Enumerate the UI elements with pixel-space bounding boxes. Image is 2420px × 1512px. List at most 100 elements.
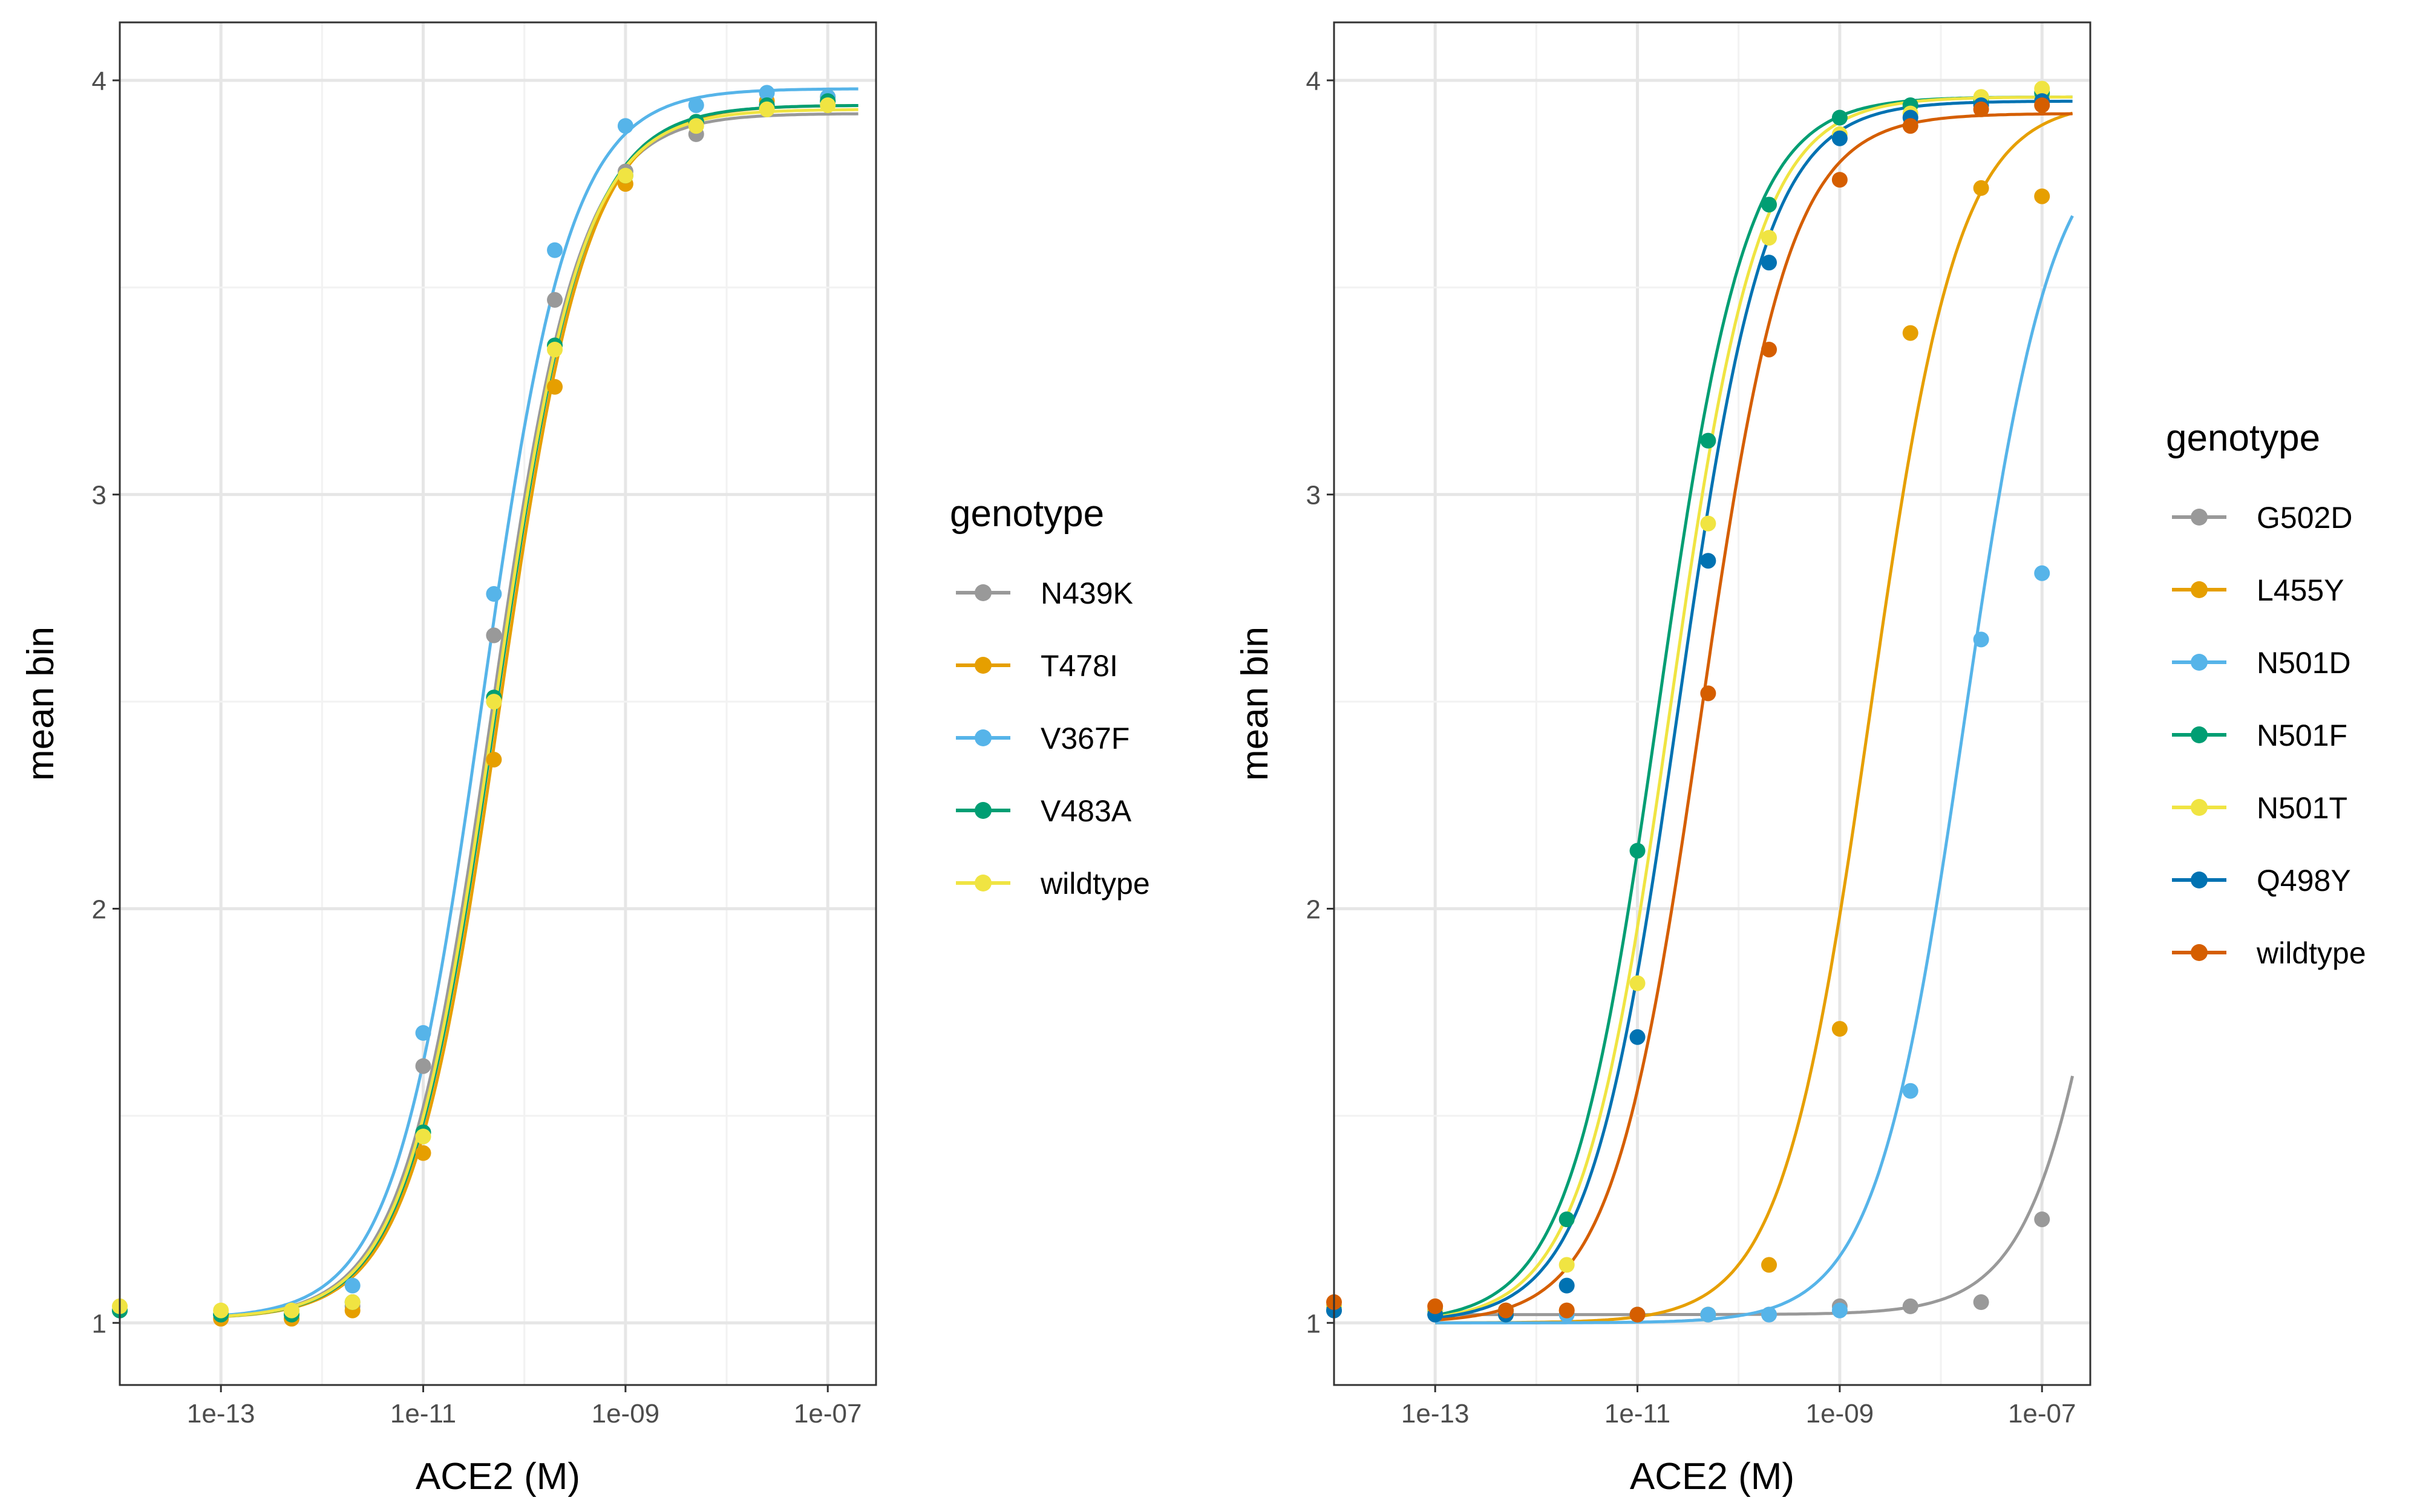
data-point-G502D (1902, 1298, 1918, 1314)
y-tick-label: 1 (1306, 1309, 1321, 1338)
x-tick-label: 1e-09 (1806, 1399, 1874, 1429)
legend-key-point (975, 802, 992, 819)
data-point-Q498Y (1629, 1029, 1646, 1045)
legend-item: Q498Y (2172, 864, 2351, 898)
data-point-N501T (1761, 230, 1777, 246)
legend-item: G502D (2172, 501, 2352, 535)
y-tick-label: 3 (92, 481, 106, 510)
data-point-V367F (415, 1025, 431, 1041)
legend-item: L455Y (2172, 573, 2344, 607)
legend-key-point (2191, 509, 2208, 526)
data-point-N501F (1831, 109, 1848, 126)
y-tick-label: 2 (92, 894, 106, 924)
data-point-Q498Y (1831, 130, 1848, 146)
legend-item: N501D (2172, 646, 2351, 680)
legend-key-point (2191, 872, 2208, 888)
legend-item: wildtype (956, 867, 1150, 901)
data-point-V367F (486, 586, 502, 602)
legend-label: wildtype (1040, 867, 1150, 901)
data-point-N501F (1629, 842, 1646, 859)
x-axis-title: ACE2 (M) (416, 1456, 580, 1497)
legend-title: genotype (2166, 417, 2320, 459)
x-tick-label: 1e-11 (390, 1399, 456, 1429)
data-point-N501D (1973, 631, 1989, 648)
data-point-N501T (1558, 1257, 1575, 1273)
legend-key-point (975, 657, 992, 674)
fit-curves (221, 87, 858, 1318)
legend-label: wildtype (2256, 936, 2366, 970)
legend: genotype N439K T478I V367F V483A wildtype (950, 493, 1150, 901)
legend-key-point (975, 875, 992, 891)
y-tick-label: 4 (92, 67, 106, 96)
data-point-N501T (1700, 515, 1716, 532)
legend-item: N439K (956, 576, 1133, 610)
data-point-V367F (547, 242, 563, 258)
x-tick-label: 1e-09 (592, 1399, 660, 1429)
data-point-Q498Y (1761, 255, 1777, 271)
legend-label: L455Y (2257, 573, 2344, 607)
data-point-wildtype (820, 97, 836, 113)
legend-item: V367F (956, 722, 1130, 755)
data-point-wildtype (547, 341, 563, 357)
data-point-wildtype (1973, 101, 1989, 117)
x-tick-label: 1e-11 (1604, 1399, 1670, 1429)
legend-key-point (2191, 654, 2208, 671)
data-point-wildtype (1629, 1306, 1646, 1323)
y-axis-title: mean bin (20, 627, 62, 781)
data-point-wildtype (1831, 172, 1848, 188)
legend-label: V367F (1041, 722, 1130, 755)
legend-key-point (2191, 581, 2208, 598)
x-axis-title: ACE2 (M) (1630, 1456, 1794, 1497)
legend: genotype G502D L455Y N501D N501F N501T Q498Y wi… (2166, 417, 2366, 970)
plot-border (1333, 21, 2091, 1386)
x-tick-label: 1e-07 (794, 1399, 862, 1429)
data-point-N501F (1558, 1211, 1575, 1228)
x-tick-label: 1e-13 (187, 1399, 255, 1429)
legend-key-point (2191, 799, 2208, 816)
y-tick-label: 1 (92, 1309, 106, 1338)
data-point-L455Y (2034, 188, 2050, 204)
data-point-G502D (1973, 1294, 1989, 1311)
legend-label: V483A (1041, 794, 1132, 828)
data-point-N439K (547, 292, 563, 308)
data-point-N501T (2034, 80, 2050, 97)
data-point-wildtype (688, 118, 704, 134)
data-point-T478I (415, 1145, 431, 1161)
data-point-wildtype (759, 101, 775, 117)
legend-key-point (2191, 944, 2208, 961)
data-point-N501F (1761, 197, 1777, 213)
x-tick-label: 1e-07 (2008, 1399, 2076, 1429)
legend-label: N439K (1041, 576, 1133, 610)
legend-key-point (975, 584, 992, 601)
y-tick-label: 3 (1306, 481, 1321, 510)
fit-curve-wildtype (221, 108, 858, 1318)
legend-label: Q498Y (2257, 864, 2351, 898)
data-point-wildtype (486, 694, 502, 710)
legend-label: T478I (1041, 649, 1118, 683)
legend-key-point (975, 729, 992, 746)
fit-curve-N501T (1434, 96, 2073, 1319)
data-point-wildtype (1761, 341, 1777, 357)
data-point-wildtype (213, 1302, 229, 1318)
data-point-V367F (688, 97, 704, 113)
legend-item: N501T (2172, 791, 2347, 825)
left-chart-panel: 1e-13 1e-11 1e-09 1e-07 1 2 3 4 ACE2 (M) mean bin… (20, 21, 1150, 1497)
legend-item: T478I (956, 649, 1118, 683)
data-point-N439K (486, 627, 502, 644)
data-point-N501T (1629, 975, 1646, 991)
data-point-V367F (344, 1277, 361, 1294)
y-axis-title: mean bin (1234, 627, 1276, 781)
data-points (112, 85, 836, 1327)
data-point-L455Y (1902, 325, 1918, 341)
data-point-V367F (759, 85, 775, 101)
plot-border (119, 21, 877, 1386)
y-tick-label: 2 (1306, 894, 1321, 924)
data-point-L455Y (1831, 1021, 1848, 1037)
right-chart-panel: 1e-13 1e-11 1e-09 1e-07 1 2 3 4 ACE2 (M) mean bin… (1234, 21, 2366, 1497)
fit-curve-V367F (221, 87, 858, 1317)
fit-curve-N501D (1435, 215, 2074, 1325)
x-tick-label: 1e-13 (1401, 1399, 1470, 1429)
fit-curves (1434, 95, 2075, 1325)
data-point-V367F (617, 118, 633, 134)
